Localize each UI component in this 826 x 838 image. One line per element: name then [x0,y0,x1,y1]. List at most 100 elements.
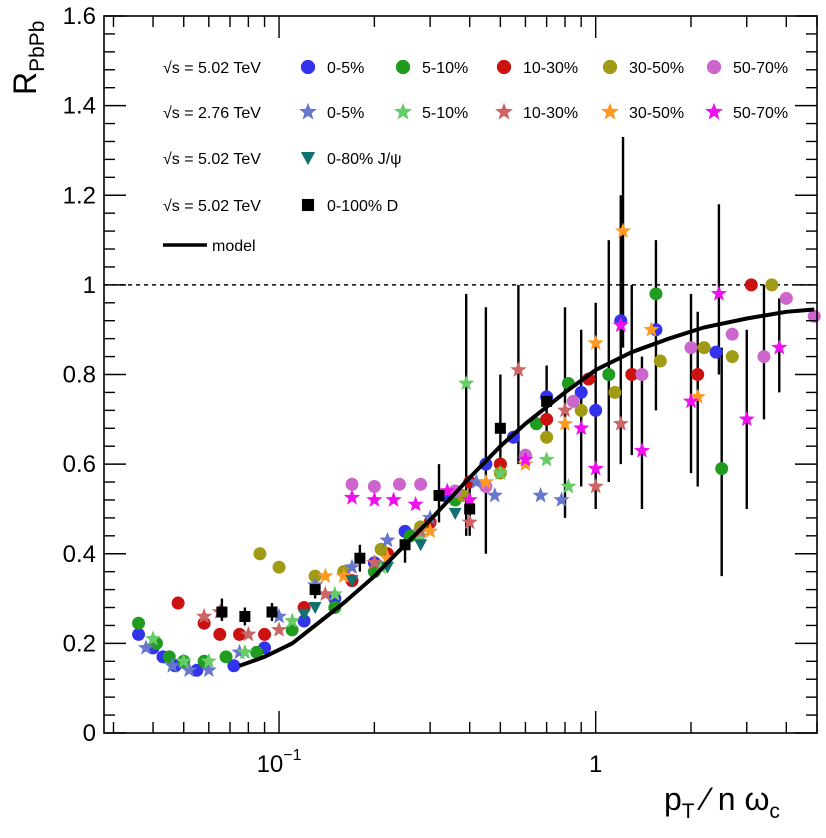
data-point [403,529,417,543]
x-tick-label-exponent: −1 [283,747,301,764]
data-point [171,596,185,610]
data-point [343,558,361,575]
data-point [272,560,286,574]
legend-marker [706,59,722,75]
data-point [587,334,604,350]
data-point [190,663,204,677]
legend-marker [395,59,411,75]
data-point [710,285,727,301]
data-point [602,368,616,381]
data-point [517,451,534,467]
data-point [317,567,334,583]
data-point [439,482,456,498]
legend-entry-label: 10-30% [523,105,578,122]
data-point [219,650,233,664]
data-point [464,503,476,515]
data-point [240,625,257,642]
data-point [633,442,650,458]
data-point [164,657,181,673]
data-point [239,610,251,622]
x-axis-label: pT ⁄ n ωc [664,781,780,823]
data-point [486,487,503,503]
legend-entry-label: 50-70% [733,60,788,77]
data-point [697,341,711,355]
data-point [308,602,322,615]
data-point [373,558,390,575]
x-axis-label-sub2: c [769,800,780,823]
data-point [556,415,574,431]
y-axis-label-main: R [7,72,43,95]
legend-energy-label: √s = 5.02 TeV [163,60,261,77]
legend-energy-label: √s = 2.76 TeV [163,105,261,122]
x-axis-ticks: 10−1 1 [112,16,818,778]
data-point [317,585,334,601]
data-point [385,491,402,507]
x-axis-label-rest: ⁄ n ω [695,781,770,817]
data-point [573,419,590,436]
y-tick-label: 1.4 [63,93,96,120]
legend-marker [601,102,619,120]
data-point [236,643,253,660]
legend-entry-label: 0-5% [327,105,364,122]
data-point [458,375,475,391]
data-point [691,368,705,381]
data-point [468,473,485,489]
data-point [271,621,288,637]
data-point [285,623,299,637]
data-point [612,415,629,431]
legend-marker [301,198,315,212]
data-point [366,554,383,570]
y-tick-label: 0.4 [63,541,96,568]
data-point [477,473,494,489]
data-point [684,341,698,355]
data-point [422,522,439,539]
data-point [216,606,228,618]
data-point [560,478,577,494]
data-point [132,616,146,630]
data-point [635,368,649,381]
data-point [587,478,604,494]
x-axis-label-main: p [664,781,682,817]
data-point [250,645,264,659]
data-point [345,477,359,491]
data-point [574,385,588,399]
data-point [309,584,321,596]
data-point [379,531,396,548]
data-point [392,477,406,491]
data-point [145,630,162,646]
x-tick-label-base: 1 [589,751,602,778]
legend-entry-label: 10-30% [523,60,578,77]
model-curve [238,307,815,668]
data-point [529,417,543,431]
x-axis-label-sub: T [682,800,695,823]
data-points [132,222,821,678]
data-point [412,527,429,543]
data-point [608,385,622,399]
legend-energy-label: √s = 5.02 TeV [163,151,261,168]
legend-marker [495,102,513,120]
legend-entry-label: model [212,238,256,255]
data-point [196,608,213,624]
data-point [335,567,352,583]
data-point [738,410,755,427]
legend-marker [705,102,723,120]
data-point [213,627,227,641]
y-tick-label: 0.8 [63,362,96,389]
data-point [343,489,361,505]
data-point [366,491,383,507]
data-point [540,430,554,444]
data-point [137,639,155,655]
data-point [682,392,700,409]
legend-entry-label: 0-100% D [327,198,398,215]
legend-marker [300,151,316,166]
data-point [367,480,381,494]
data-point [744,278,758,292]
data-point [566,394,580,408]
data-point [765,278,779,292]
data-point [771,339,788,355]
y-tick-label: 0 [83,720,96,747]
x-tick-label: 1 [589,751,602,778]
data-point [433,489,445,501]
